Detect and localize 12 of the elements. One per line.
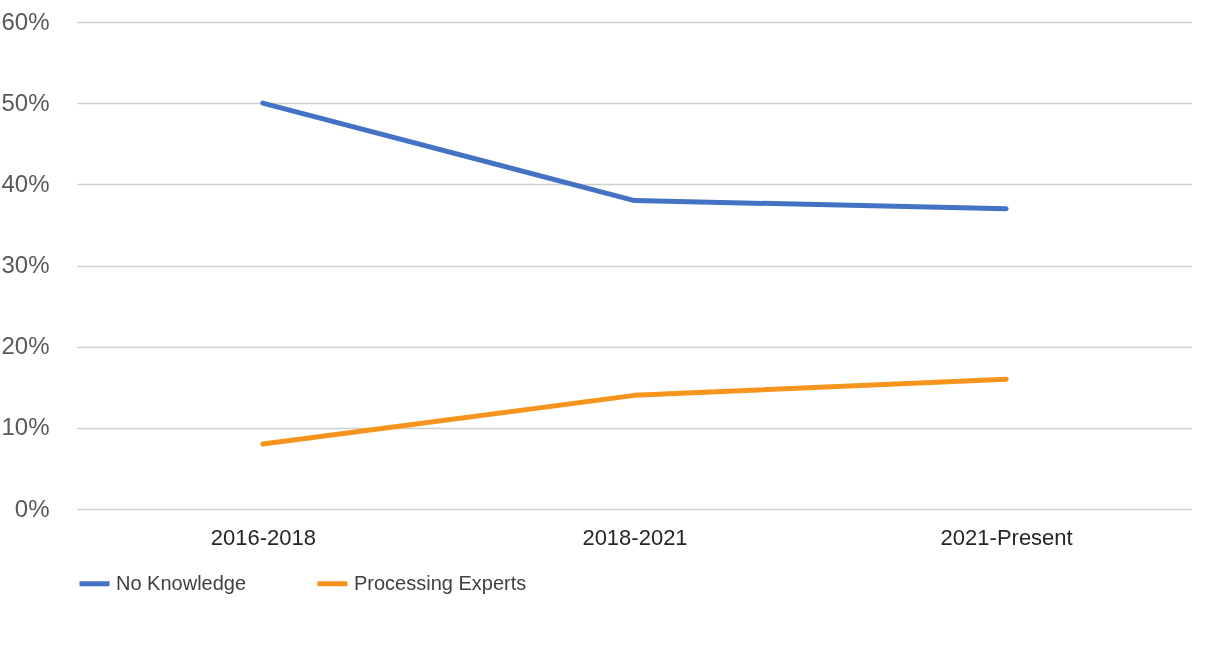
x-tick-label: 2021-Present: [940, 524, 1073, 550]
y-tick-label: 30%: [1, 251, 50, 278]
legend-label: No Knowledge: [116, 571, 247, 594]
x-tick-label: 2016-2018: [210, 524, 316, 550]
y-tick-label: 40%: [1, 169, 50, 197]
y-tick-label: 60%: [1, 7, 50, 35]
y-tick-label: 50%: [1, 88, 50, 116]
legend-label: Processing Experts: [354, 571, 527, 594]
y-tick-label: 0%: [14, 494, 50, 522]
y-tick-label: 10%: [1, 413, 50, 441]
x-tick-label: 2018-2021: [582, 524, 688, 550]
y-tick-label: 20%: [1, 332, 50, 360]
